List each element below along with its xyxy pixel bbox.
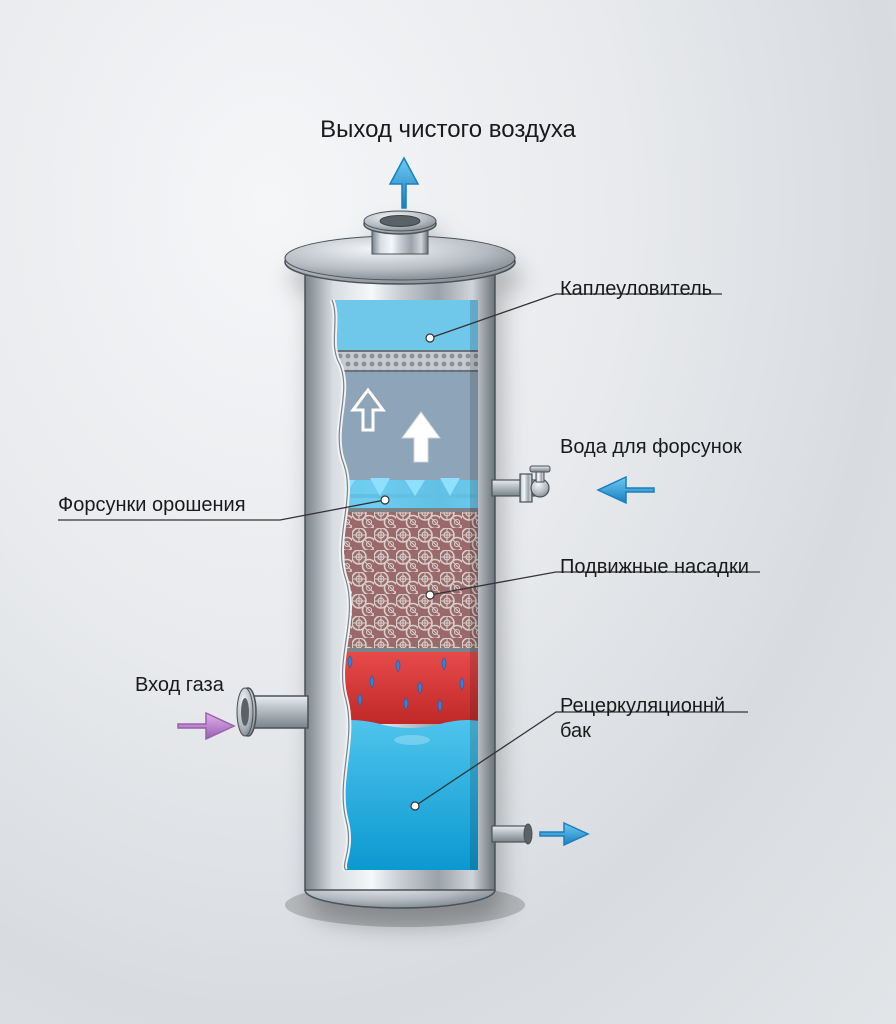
arrow-gas-in xyxy=(178,713,234,739)
outlet-flange xyxy=(364,211,436,254)
arrow-drain-out xyxy=(540,823,588,845)
label-recirculation-tank: Рецеркуляционнй бак xyxy=(560,694,725,744)
arrow-air-out xyxy=(390,158,418,208)
water-inlet-pipe xyxy=(492,466,550,502)
title-clean-air-out: Выход чистого воздуха xyxy=(0,116,896,144)
label-spray-nozzles: Форсунки орошения xyxy=(58,494,246,517)
section-top-air xyxy=(320,298,490,352)
drain-pipe xyxy=(492,824,532,844)
gas-inlet-pipe xyxy=(237,688,308,736)
section-mist-eliminator xyxy=(320,350,490,372)
label-mist-eliminator: Каплеуловитель xyxy=(560,278,712,301)
label-gas-inlet: Вход газа xyxy=(135,674,224,697)
label-water-for-nozzles: Вода для форсунок xyxy=(560,436,742,459)
arrow-water-in xyxy=(598,477,654,503)
label-moving-packing: Подвижные насадки xyxy=(560,556,749,579)
